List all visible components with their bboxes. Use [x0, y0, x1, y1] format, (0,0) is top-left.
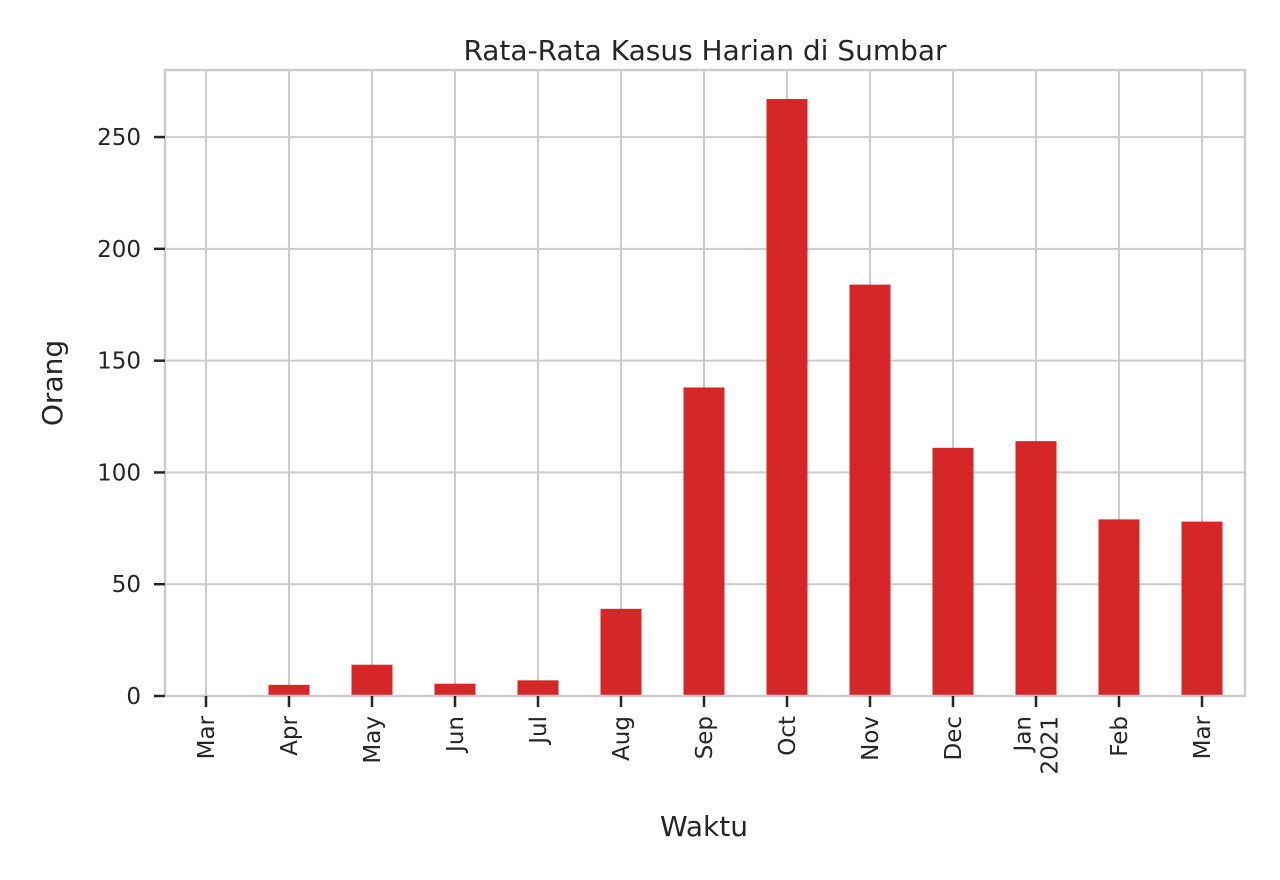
- x-tick-label-6: Sep: [692, 716, 718, 759]
- y-tick-label-0: 0: [126, 684, 141, 710]
- bar-3: [434, 683, 476, 696]
- y-tick-label-5: 250: [97, 125, 141, 151]
- bar-12: [1181, 521, 1223, 696]
- x-tick-label-1: Apr: [277, 715, 303, 755]
- x-axis-ticks: Mar Apr May Jun Jul Aug Sep Oct Nov Dec Jan2021 Feb…: [194, 696, 1216, 775]
- bars: [185, 99, 1223, 697]
- x-tick-label-2: May: [360, 716, 386, 764]
- bar-11: [1098, 519, 1140, 696]
- x-tick-label-7: Oct: [775, 716, 801, 756]
- x-tick-label-12: Mar: [1190, 715, 1216, 759]
- bar-1: [268, 684, 310, 696]
- x-tick-label-3: Jun: [443, 716, 469, 754]
- y-tick-label-4: 200: [97, 237, 141, 263]
- x-tick-label-5: Aug: [609, 716, 635, 761]
- bar-7: [766, 99, 808, 697]
- bar-5: [600, 608, 642, 696]
- bar-8: [849, 284, 891, 696]
- x-tick-label-4: Jul: [526, 716, 552, 746]
- bar-10: [1015, 441, 1057, 696]
- bar-9: [932, 447, 974, 696]
- x-tick-label-9: Dec: [941, 716, 967, 761]
- y-tick-label-1: 50: [112, 572, 141, 598]
- x-tick-label-8: Nov: [858, 716, 884, 761]
- x-tick-label-10: Jan2021: [1011, 716, 1064, 775]
- x-tick-label-0: Mar: [194, 715, 220, 759]
- bar-2: [351, 664, 393, 696]
- x-tick-label-11: Feb: [1107, 716, 1133, 757]
- chart-title: Rata-Rata Kasus Harian di Sumbar: [463, 34, 947, 67]
- bar-6: [683, 387, 725, 696]
- y-axis-ticks: 0 50 100 150 200 250: [97, 125, 165, 710]
- x-axis-label: Waktu: [660, 810, 748, 843]
- y-tick-label-3: 150: [97, 349, 141, 375]
- y-tick-label-2: 100: [97, 460, 141, 486]
- bar-4: [517, 680, 559, 696]
- y-axis-label: Orang: [36, 340, 69, 426]
